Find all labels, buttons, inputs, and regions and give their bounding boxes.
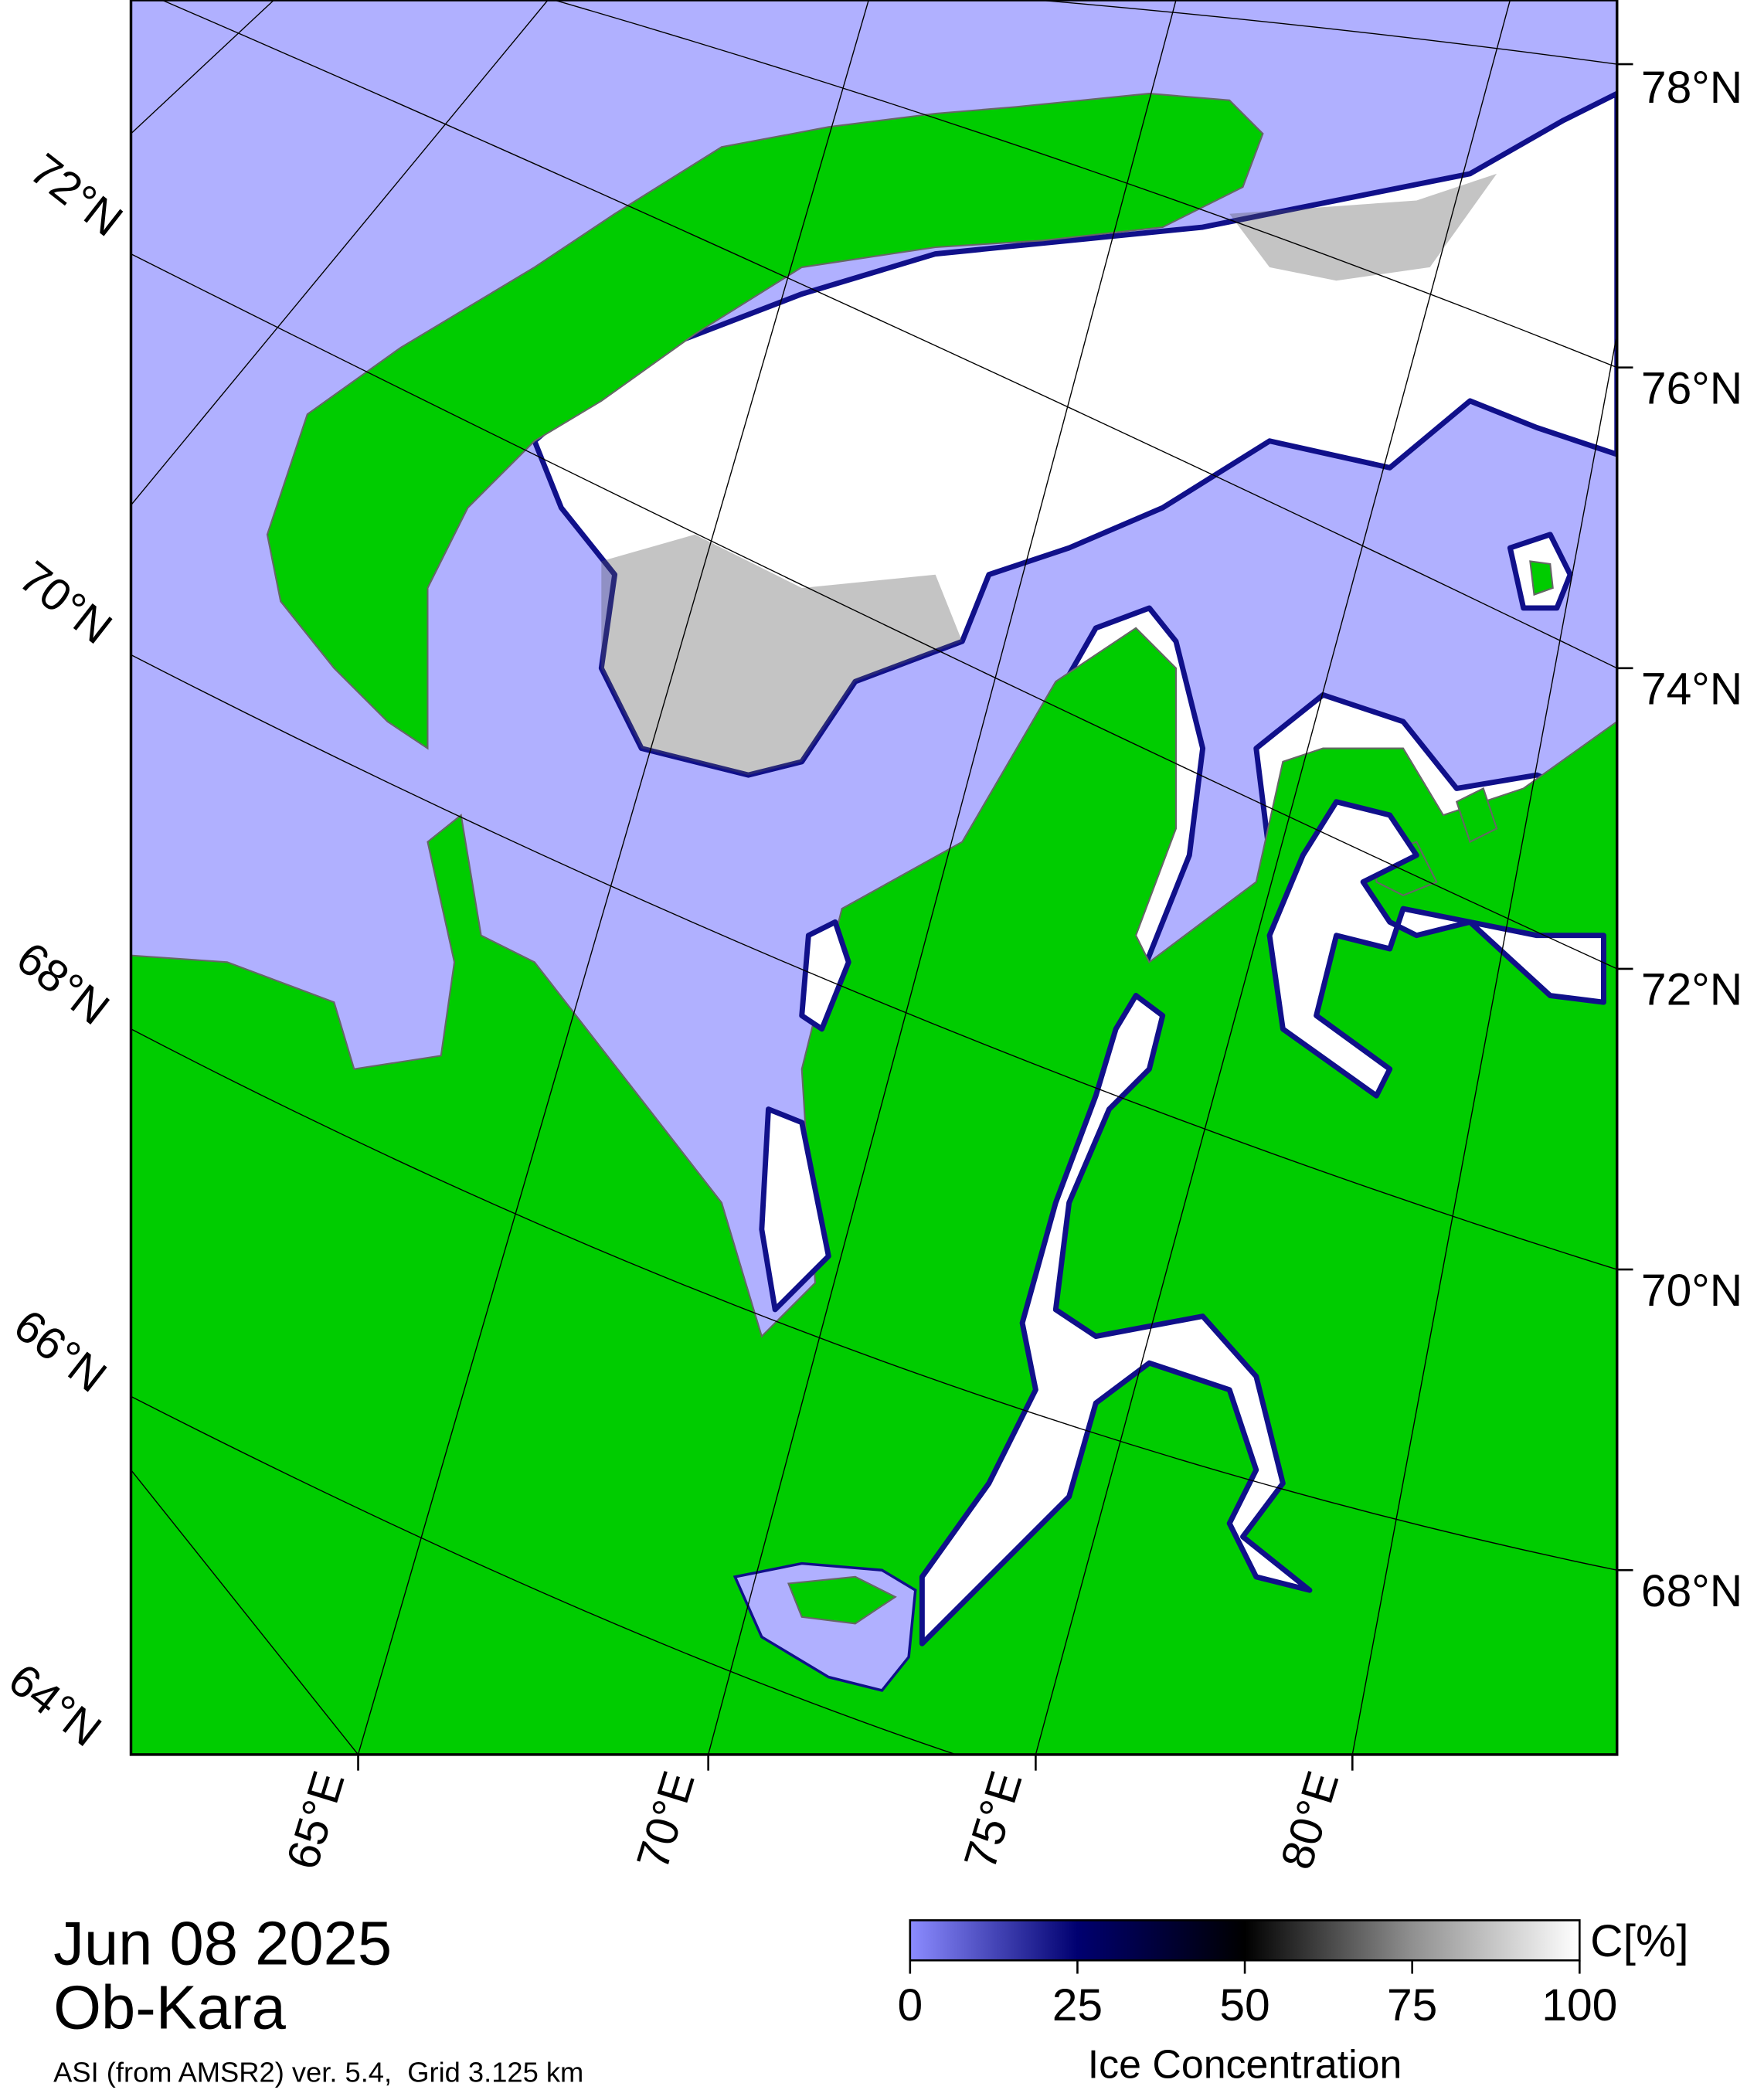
latitude-label: 68°N <box>1641 1566 1742 1616</box>
colorbar-unit: C[%] <box>1590 1916 1688 1966</box>
peninsula <box>787 1575 897 1625</box>
island <box>1529 560 1554 596</box>
colorbar-tick-label: 50 <box>1219 1980 1269 2030</box>
colorbar <box>909 1919 1581 1962</box>
latitude-label: 64°N <box>0 1654 110 1756</box>
graticule <box>131 0 1617 1755</box>
latitude-label: 66°N <box>5 1300 116 1402</box>
mainland <box>131 627 1617 1755</box>
map-source: ASI (from AMSR2) ver. 5.4, Grid 3.125 km <box>53 2057 583 2088</box>
longitude-label: 70°E <box>627 1765 705 1875</box>
colorbar-tick-label: 100 <box>1541 1980 1617 2030</box>
longitude-line <box>707 0 1177 1755</box>
latitude-line <box>160 0 1617 669</box>
bay-ice <box>759 1106 831 1313</box>
latitude-label: 72°N <box>21 144 132 246</box>
colorbar-tick-label: 75 <box>1387 1980 1437 2030</box>
latitude-line <box>131 1028 1617 1571</box>
latitude-line <box>552 0 1617 369</box>
latitude-label: 74°N <box>1641 664 1742 714</box>
ob-gulf-ice <box>919 993 1313 1646</box>
latitude-line <box>131 654 1617 1270</box>
latitude-label: 76°N <box>1641 363 1742 413</box>
island <box>1455 787 1498 844</box>
longitude-line <box>131 0 275 134</box>
longitude-line <box>131 1470 359 1755</box>
colorbar-tick-label: 25 <box>1052 1980 1103 2030</box>
latitude-line <box>131 1395 958 1755</box>
map-date: Jun 08 2025 <box>53 1908 392 1977</box>
ice-low-concentration <box>601 534 963 776</box>
sea-ice <box>532 90 1617 778</box>
latitude-label: 78°N <box>1641 63 1742 113</box>
latitude-line <box>131 253 1617 970</box>
longitude-line <box>131 0 549 506</box>
longitude-line <box>1035 0 1511 1755</box>
map-frame <box>129 0 1619 1756</box>
latitude-label: 70°N <box>1641 1266 1742 1316</box>
longitude-line <box>1351 334 1617 1755</box>
latitude-label: 68°N <box>7 933 118 1035</box>
latitude-label: 72°N <box>1641 965 1742 1015</box>
latitude-label: 70°N <box>10 552 121 654</box>
map-area <box>131 0 1617 1755</box>
colorbar-tick-label: 0 <box>897 1980 923 2030</box>
latitude-line <box>1032 0 1617 65</box>
longitude-label: 80°E <box>1272 1765 1349 1875</box>
map-region: Ob-Kara <box>53 1973 286 2041</box>
longitude-label: 75°E <box>955 1765 1032 1875</box>
gulf-ice <box>1266 799 1606 1099</box>
longitude-line <box>357 0 869 1755</box>
ice-low-concentration <box>1229 173 1497 281</box>
bay-ice <box>799 919 851 1032</box>
colorbar-title: Ice Concentration <box>1088 2041 1402 2086</box>
longitude-label: 65°E <box>277 1765 355 1875</box>
